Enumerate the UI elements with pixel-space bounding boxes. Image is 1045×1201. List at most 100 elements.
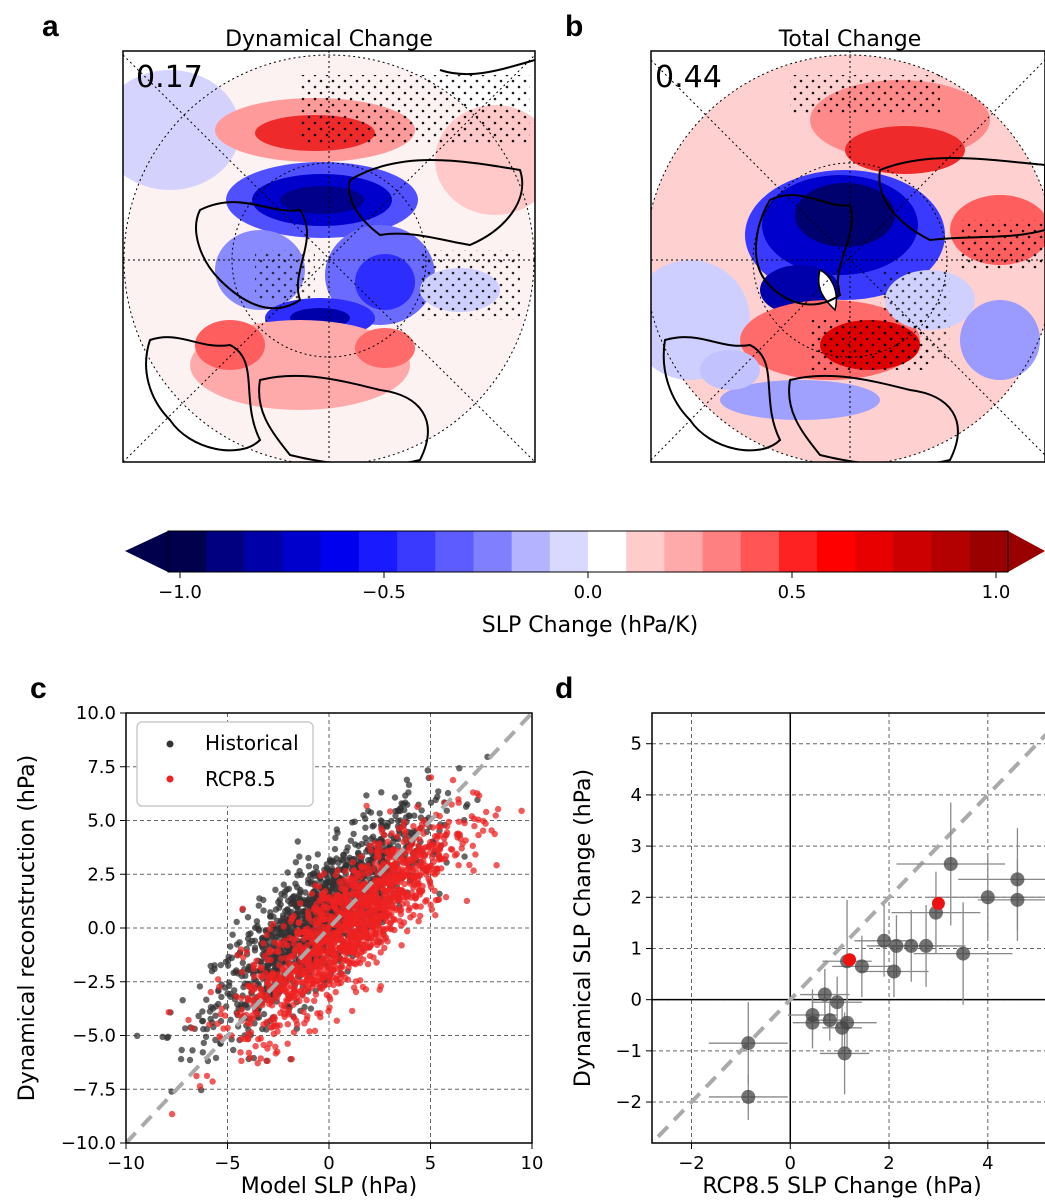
panel-c-point-historical xyxy=(294,838,301,845)
panel-c-point-historical xyxy=(292,880,299,887)
panel-c-point-historical xyxy=(267,913,274,920)
panel-c-point-rcp85 xyxy=(308,890,316,897)
panel-c-point-rcp85 xyxy=(251,973,258,980)
panel-c-ytick-label: 10.0 xyxy=(76,703,116,724)
panel-c-point-rcp85 xyxy=(377,847,384,854)
panel-c-point-rcp85 xyxy=(248,997,255,1004)
panel-c-point-rcp85 xyxy=(472,851,479,858)
panel-c-point-rcp85 xyxy=(340,903,348,910)
panel-c-point-rcp85 xyxy=(218,1005,225,1012)
panel-c-point-rcp85 xyxy=(275,948,282,955)
panel-c-point-rcp85 xyxy=(394,892,401,899)
panel-c-point-rcp85 xyxy=(318,957,326,964)
panel-c-point-rcp85 xyxy=(340,886,348,893)
panel-c-point-rcp85 xyxy=(237,1049,244,1056)
panel-d-model-point xyxy=(889,938,904,953)
panel-c-point-rcp85 xyxy=(488,827,495,834)
panel-d-model-point xyxy=(741,1089,756,1104)
panel-c-point-rcp85 xyxy=(281,1013,288,1020)
panel-c-point-rcp85 xyxy=(306,931,313,938)
panel-c-point-rcp85 xyxy=(296,942,303,949)
panel-c-point-rcp85 xyxy=(333,1017,340,1024)
panel-c-point-rcp85 xyxy=(290,1014,298,1021)
panel-c-point-rcp85 xyxy=(399,900,406,908)
panel-c-point-rcp85 xyxy=(359,941,366,949)
panel-c-point-historical xyxy=(218,993,225,1001)
panel-c-point-rcp85 xyxy=(288,975,295,982)
panel-c-point-rcp85 xyxy=(254,1010,261,1018)
panel-c-point-historical xyxy=(212,1012,219,1019)
panel-c-point-rcp85 xyxy=(357,899,364,906)
panel-c-point-rcp85 xyxy=(321,971,328,978)
panel-c-ytick-label: −5.0 xyxy=(72,1026,116,1047)
panel-c-point-historical xyxy=(200,1025,207,1033)
panel-c-xtick-label: −10 xyxy=(107,1153,145,1174)
panel-c-point-rcp85 xyxy=(417,912,424,920)
panel-c-point-historical xyxy=(347,837,355,844)
panel-c-point-rcp85 xyxy=(312,909,320,916)
panel-c-point-historical xyxy=(217,961,224,969)
panel-c-point-historical xyxy=(256,895,263,902)
panel-c-point-rcp85 xyxy=(431,871,439,878)
panel-c-point-rcp85 xyxy=(276,939,283,947)
panel-c-point-rcp85 xyxy=(237,946,245,953)
panel-c-point-rcp85 xyxy=(342,891,350,898)
panel-d-model-point xyxy=(1010,872,1025,887)
panel-c-point-rcp85 xyxy=(483,808,490,816)
panel-c-point-historical xyxy=(378,789,385,796)
panel-c-point-rcp85 xyxy=(427,849,434,856)
panel-c-point-rcp85 xyxy=(264,1057,271,1065)
panel-d-model-point xyxy=(943,857,958,872)
colorbar-extend-high xyxy=(1008,531,1045,572)
panel-c-ytick-label: 0.0 xyxy=(87,918,116,939)
panel-c-point-historical xyxy=(418,807,425,814)
panel-c-point-historical xyxy=(255,902,262,909)
panel-c-point-rcp85 xyxy=(165,1009,172,1016)
panel-c-point-rcp85 xyxy=(432,897,440,904)
panel-c-point-rcp85 xyxy=(349,1007,356,1015)
panel-c-point-rcp85 xyxy=(276,1022,283,1029)
panel-c-point-rcp85 xyxy=(357,869,364,876)
panel-c-point-historical xyxy=(225,957,232,964)
panel-c-point-rcp85 xyxy=(329,933,337,941)
panel-c-point-rcp85 xyxy=(260,1041,267,1049)
panel-c-point-rcp85 xyxy=(311,997,318,1004)
panel-c-point-rcp85 xyxy=(421,852,429,859)
panel-c-point-historical xyxy=(343,848,350,855)
panel-c-point-rcp85 xyxy=(366,894,373,901)
panel-c-point-historical xyxy=(212,1054,220,1062)
panel-c-point-rcp85 xyxy=(324,963,332,970)
panel-c-point-rcp85 xyxy=(422,898,429,905)
panel-c-point-historical xyxy=(264,961,272,968)
panel-c-point-historical xyxy=(251,947,259,954)
panel-c-point-rcp85 xyxy=(317,984,324,992)
panel-d-ylabel: Dynamical SLP Change (hPa) xyxy=(571,769,596,1087)
panel-c-point-rcp85 xyxy=(455,862,462,869)
panel-c-point-historical xyxy=(403,776,411,783)
panel-c-ytick-label: 7.5 xyxy=(87,757,116,778)
panel-c-point-rcp85 xyxy=(238,1006,245,1013)
panel-d-model-point xyxy=(837,1046,852,1061)
panel-c-point-historical xyxy=(444,789,452,797)
legend-marker-rcp85 xyxy=(166,775,174,783)
colorbar-cell xyxy=(397,531,436,572)
panel-c-point-rcp85 xyxy=(396,917,403,924)
panel-c-point-historical xyxy=(178,1046,185,1054)
panel-c-point-historical xyxy=(367,809,375,816)
panel-c-point-historical xyxy=(244,935,252,942)
panel-c-point-rcp85 xyxy=(185,1016,192,1024)
panel-c-ytick-label: 2.5 xyxy=(87,864,116,885)
panel-c-point-rcp85 xyxy=(311,951,319,958)
panel-c-point-rcp85 xyxy=(400,873,407,881)
panel-c-point-historical xyxy=(392,812,399,819)
panel-c-point-rcp85 xyxy=(317,913,325,920)
panel-c-point-rcp85 xyxy=(233,993,240,1000)
panel-c-point-rcp85 xyxy=(480,817,487,825)
panel-c-point-rcp85 xyxy=(433,835,440,842)
panel-d-model-point xyxy=(886,964,901,979)
panel-c-point-historical xyxy=(424,767,431,774)
panel-d-model-point xyxy=(854,959,869,974)
panel-c-point-rcp85 xyxy=(518,807,525,814)
panel-c-ytick-label: −2.5 xyxy=(72,972,116,993)
